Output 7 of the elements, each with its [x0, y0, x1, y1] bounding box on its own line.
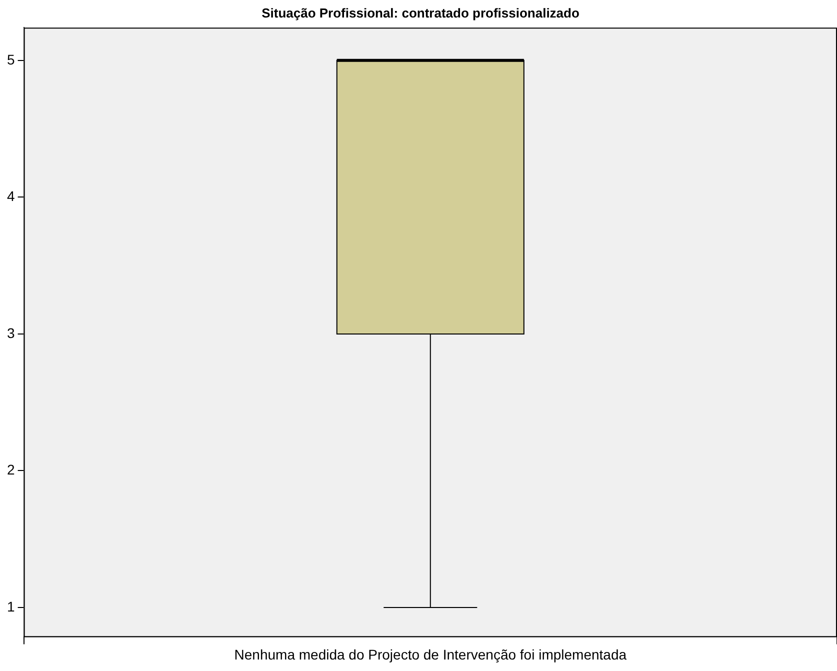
y-tick-label: 3	[6, 324, 15, 341]
y-tick-label: 4	[6, 188, 15, 204]
y-tick-label: 2	[6, 462, 15, 478]
x-tick-label: Nenhuma medida do Projecto de Intervenção foi implementada	[234, 646, 627, 662]
chart-title: Situação Profissional: contratado profissionalizado	[262, 5, 580, 20]
y-tick-label: 5	[6, 51, 15, 68]
y-tick-label: 1	[6, 598, 15, 614]
